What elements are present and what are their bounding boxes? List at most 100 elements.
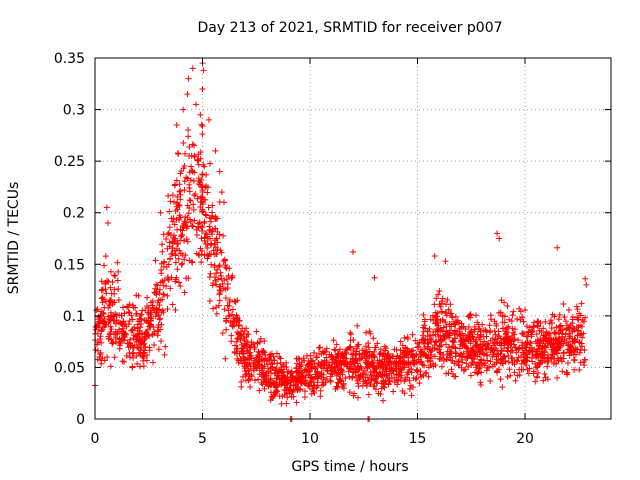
data-point [264, 356, 271, 363]
data-point [156, 316, 163, 323]
data-point [284, 394, 291, 401]
data-point [190, 206, 197, 213]
data-point [314, 373, 321, 380]
data-point [213, 281, 220, 288]
data-point [529, 348, 536, 355]
data-point [526, 365, 533, 372]
data-point [300, 355, 307, 362]
data-point [204, 189, 211, 196]
data-point [388, 370, 395, 377]
data-point [253, 328, 260, 335]
data-point [552, 336, 559, 343]
data-point [279, 369, 286, 376]
data-point [187, 177, 194, 184]
data-point [332, 365, 339, 372]
data-point [235, 330, 242, 337]
data-point [251, 344, 258, 351]
data-point [223, 315, 230, 322]
data-point [549, 311, 556, 318]
data-point [302, 378, 309, 385]
data-point [100, 319, 107, 326]
data-point [576, 366, 583, 373]
data-point [235, 357, 242, 364]
data-point [179, 252, 186, 259]
data-point [255, 376, 262, 383]
data-point [424, 339, 431, 346]
data-point [414, 340, 421, 347]
data-point [199, 182, 206, 189]
data-point [347, 337, 354, 344]
data-point [222, 261, 229, 268]
data-point [97, 351, 104, 358]
data-point [332, 347, 339, 354]
data-point [261, 338, 268, 345]
data-point [511, 361, 518, 368]
data-point [361, 367, 368, 374]
data-point [356, 366, 363, 373]
data-point [577, 359, 584, 366]
data-point [442, 258, 449, 265]
data-point [487, 329, 494, 336]
data-point [527, 340, 534, 347]
data-point [123, 352, 130, 359]
x-axis-title: GPS time / hours [291, 459, 408, 475]
data-point [444, 296, 451, 303]
data-point [107, 284, 114, 291]
data-point [236, 332, 243, 339]
data-point [221, 306, 228, 313]
data-point [168, 274, 175, 281]
data-point [253, 355, 260, 362]
data-point [181, 289, 188, 296]
data-point [370, 335, 377, 342]
data-point [326, 362, 333, 369]
data-point [349, 374, 356, 381]
data-point [126, 339, 133, 346]
data-point [487, 312, 494, 319]
data-point [197, 111, 204, 118]
data-point [273, 375, 280, 382]
data-point [272, 381, 279, 388]
data-point [149, 302, 156, 309]
data-point [172, 306, 179, 313]
data-point [378, 380, 385, 387]
data-point [496, 333, 503, 340]
data-point [577, 331, 584, 338]
data-point [473, 349, 480, 356]
data-point [463, 360, 470, 367]
data-point [507, 372, 514, 379]
data-point [426, 336, 433, 343]
data-point [468, 328, 475, 335]
data-point [437, 303, 444, 310]
data-point [335, 350, 342, 357]
data-point [343, 349, 350, 356]
data-point [435, 291, 442, 298]
data-point [567, 343, 574, 350]
data-point [467, 329, 474, 336]
data-point [412, 337, 419, 344]
y-tick-label: 0 [76, 412, 85, 428]
data-point [130, 349, 137, 356]
data-point [144, 352, 151, 359]
data-point [535, 318, 542, 325]
data-point [194, 232, 201, 239]
data-point [540, 377, 547, 384]
data-point [188, 163, 195, 170]
data-point [199, 123, 206, 130]
data-point [363, 371, 370, 378]
data-point [473, 364, 480, 371]
data-point [214, 246, 221, 253]
data-point [435, 346, 442, 353]
data-point [534, 363, 541, 370]
data-point [304, 352, 310, 359]
data-point [433, 338, 440, 345]
data-point [365, 391, 372, 398]
data-point [167, 255, 174, 262]
data-point [346, 365, 353, 372]
data-point [362, 377, 369, 384]
data-point [555, 357, 562, 364]
data-point [212, 213, 219, 220]
data-point [583, 281, 590, 288]
data-point [98, 295, 105, 302]
data-point [446, 321, 453, 328]
data-point [181, 162, 188, 169]
